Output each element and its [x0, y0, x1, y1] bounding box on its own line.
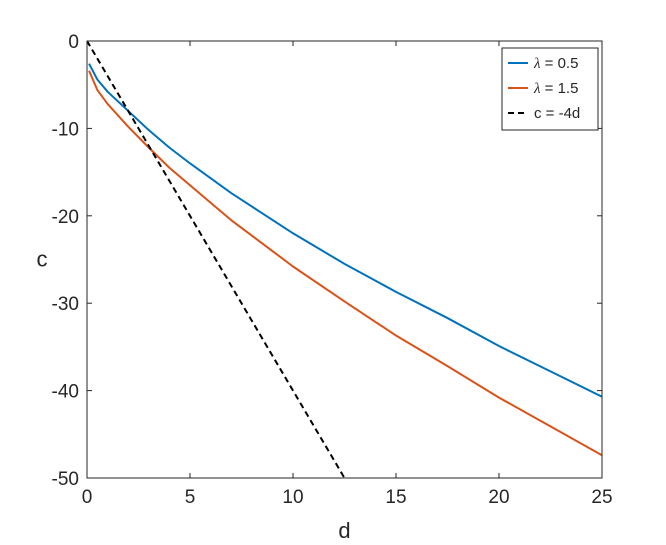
legend: λ = 0.5 λ = 1.5 c = -4d — [501, 47, 599, 131]
x-axis-label: d — [338, 518, 350, 543]
x-tick-label: 25 — [591, 487, 612, 508]
y-tick-label: -10 — [52, 119, 79, 140]
x-tick-label: 5 — [185, 487, 196, 508]
legend-label-1: λ = 1.5 — [533, 80, 578, 97]
x-tick-label: 0 — [82, 487, 93, 508]
series-line-1 — [88, 70, 602, 457]
ticks-layer: 0 5 10 15 20 25 0 -10 -20 -30 -40 -50 — [52, 32, 613, 508]
y-tick-label: 0 — [68, 32, 79, 53]
x-tick-label: 10 — [282, 487, 303, 508]
x-tick-label: 15 — [385, 487, 406, 508]
series-layer — [87, 41, 602, 478]
y-tick-label: -50 — [52, 469, 79, 490]
y-axis-label: c — [37, 247, 48, 272]
y-tick-label: -40 — [52, 382, 79, 403]
axes-frame — [86, 40, 603, 479]
y-tick-label: -20 — [52, 207, 79, 228]
legend-label-0: λ = 0.5 — [533, 55, 578, 72]
y-tick-label: -30 — [52, 294, 79, 315]
legend-label-2: c = -4d — [534, 105, 580, 122]
series-line-2 — [87, 41, 346, 478]
x-tick-label: 20 — [488, 487, 509, 508]
series-line-0 — [88, 63, 602, 398]
